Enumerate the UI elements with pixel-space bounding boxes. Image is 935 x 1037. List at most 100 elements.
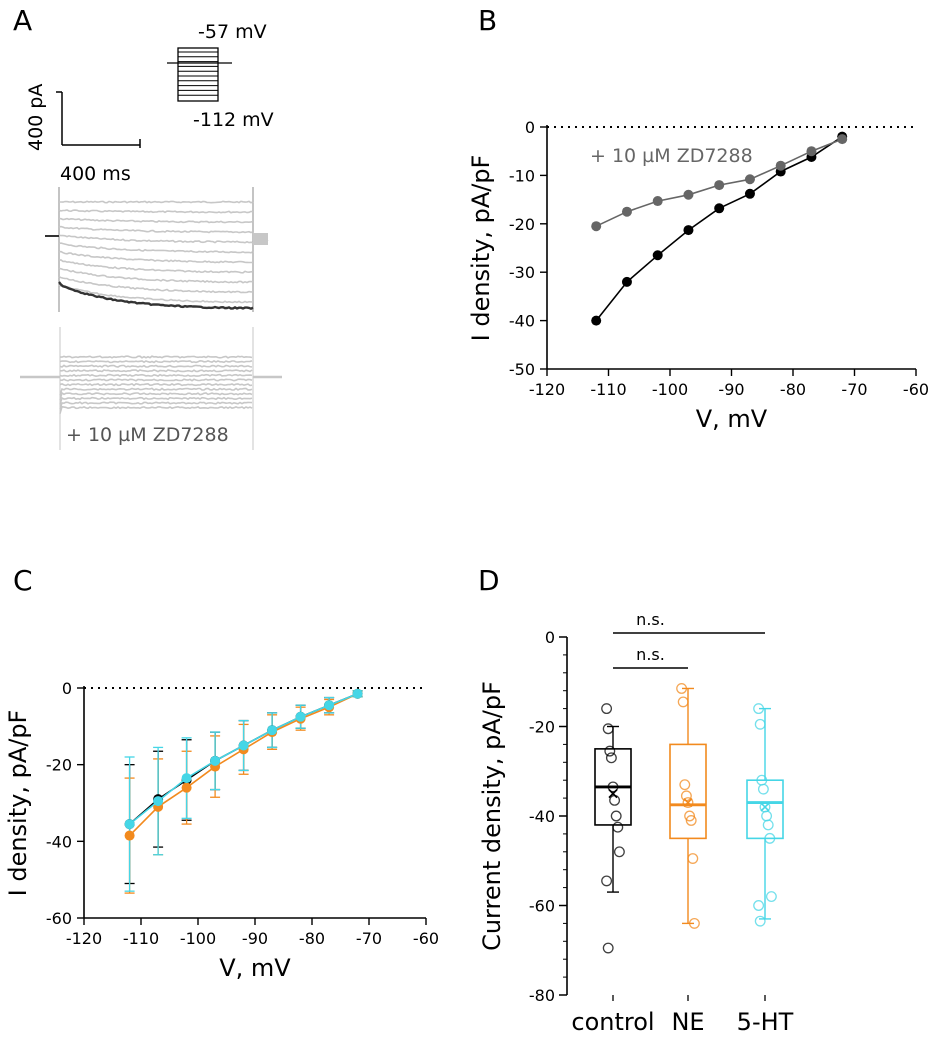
data-point	[602, 723, 614, 735]
data-point	[680, 790, 692, 802]
x-tick-label: -70	[356, 929, 382, 948]
data-point	[684, 810, 696, 822]
data-point	[837, 134, 848, 145]
zd7288-current-traces	[20, 327, 282, 450]
data-point	[676, 683, 688, 694]
panel-c-iv-chart: 0-20-40-60-120 -110 -100 -90 -80 -70 -60V, mVI…	[4, 679, 439, 982]
data-point	[687, 853, 699, 864]
zd-current-trace	[60, 369, 253, 373]
scale-bar	[56, 91, 141, 148]
box	[746, 779, 784, 840]
tail-current-trace	[253, 233, 268, 245]
zd-current-trace	[59, 378, 253, 382]
data-point	[754, 915, 766, 927]
panel-label-d: D	[478, 564, 500, 597]
data-point	[757, 783, 769, 795]
category-label: 5-HT	[737, 1008, 794, 1036]
zd-current-trace	[59, 364, 253, 368]
x-tick-label: -120	[66, 929, 102, 948]
data-point	[124, 830, 135, 841]
y-tick-label: 0	[545, 628, 555, 647]
gray-current-trace	[58, 250, 254, 264]
data-point	[324, 700, 335, 711]
data-point	[621, 206, 632, 217]
protocol-top-label: -57 mV	[198, 21, 267, 43]
y-tick-label: -20	[509, 215, 535, 234]
data-point	[181, 782, 192, 793]
box	[669, 743, 707, 840]
gray-current-trace	[58, 267, 254, 284]
protocol-bottom-label: -112 mV	[193, 109, 274, 131]
y-tick-label: -60	[46, 909, 72, 928]
y-tick-label: -60	[529, 897, 555, 916]
y-axis-label: I density, pA/pF	[467, 155, 495, 342]
x-tick-label: -110	[590, 380, 626, 399]
data-point	[591, 221, 602, 232]
data-point	[754, 718, 766, 730]
data-point	[267, 725, 278, 736]
category-label: NE	[671, 1008, 704, 1036]
panel-label-b: B	[478, 4, 497, 37]
x-tick-label: -70	[841, 380, 867, 399]
data-point	[604, 745, 616, 757]
data-point	[124, 819, 135, 830]
data-point	[765, 891, 777, 903]
mean-marker	[760, 802, 770, 812]
data-point	[295, 711, 306, 722]
y-tick-label: -40	[509, 312, 535, 331]
zd-current-trace	[59, 359, 253, 364]
x-tick-label: -90	[718, 380, 744, 399]
data-point	[753, 703, 765, 715]
data-point	[601, 703, 613, 715]
data-point	[621, 276, 632, 287]
significance-label: n.s.	[636, 610, 665, 629]
y-axis-label: Current density, pA/pF	[478, 681, 506, 951]
data-point	[744, 188, 755, 199]
zd-current-trace	[59, 391, 253, 401]
data-point	[761, 810, 773, 822]
zd-current-trace	[59, 405, 253, 414]
scale-time-label: 400 ms	[60, 163, 131, 185]
panel-b-iv-chart: 0 -10 -20 -30 -40 -50-120 -110 -100 -90 -80 -70 -60…	[467, 118, 929, 433]
y-tick-label: -30	[509, 263, 535, 282]
data-point	[744, 174, 755, 185]
y-tick-label: -20	[529, 718, 555, 737]
data-point	[609, 794, 621, 806]
x-tick-label: -80	[299, 929, 325, 948]
data-point	[714, 203, 725, 214]
x-axis-label: V, mV	[219, 954, 291, 982]
x-tick-label: -100	[180, 929, 216, 948]
data-point	[762, 819, 774, 831]
y-axis-label: I density, pA/pF	[4, 710, 32, 897]
y-tick-label: -40	[529, 807, 555, 826]
data-point	[652, 196, 663, 207]
y-tick-label: 0	[62, 679, 72, 698]
data-point	[181, 773, 192, 784]
y-tick-label: -10	[509, 166, 535, 185]
data-point	[610, 810, 622, 822]
data-point	[352, 688, 363, 699]
data-point	[683, 189, 694, 200]
y-tick-label: -80	[529, 986, 555, 1005]
voltage-protocol-icon	[167, 47, 232, 102]
x-tick-label: -60	[413, 929, 439, 948]
data-point	[688, 917, 700, 929]
x-axis-label: V, mV	[696, 405, 768, 433]
data-point	[591, 315, 602, 326]
dark-current-trace	[58, 281, 254, 311]
panel-a-traces: -57 mV -112 mV 400 pA 400 ms + 10 µM ZD7…	[20, 21, 282, 450]
data-point	[238, 740, 249, 751]
zd-current-trace	[59, 396, 253, 405]
x-tick-label: -90	[242, 929, 268, 948]
x-tick-label: -60	[903, 380, 929, 399]
data-point	[764, 832, 776, 844]
data-point	[677, 696, 689, 708]
data-point	[679, 779, 691, 791]
gray-current-trace	[58, 284, 254, 304]
zd-current-trace	[59, 373, 253, 378]
gray-current-trace	[58, 209, 254, 214]
data-point	[714, 180, 725, 191]
gray-current-trace	[58, 225, 254, 234]
data-point	[613, 846, 625, 858]
